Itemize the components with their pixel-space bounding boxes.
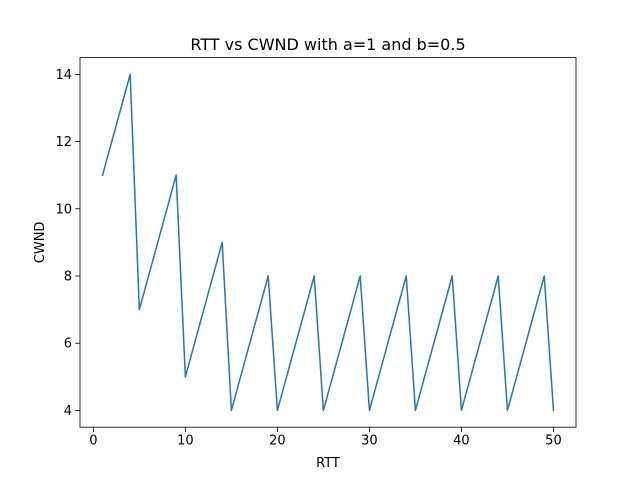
- x-tick-label: 40: [453, 434, 470, 449]
- x-axis-label: RTT: [316, 456, 340, 471]
- x-tick-label: 30: [361, 434, 378, 449]
- x-tick-label: 20: [269, 434, 286, 449]
- series-line-cwnd: [101, 73, 555, 412]
- y-tick-label: 8: [64, 270, 72, 285]
- x-tick-label: 50: [545, 434, 562, 449]
- plot-area-frame: [79, 57, 577, 428]
- y-axis-label: CWND: [33, 222, 48, 264]
- y-tick-label: 12: [55, 135, 72, 150]
- y-tick-label: 14: [55, 68, 72, 83]
- x-tick-label: 10: [177, 434, 194, 449]
- y-tick-label: 6: [64, 337, 72, 352]
- y-tick-label: 10: [55, 202, 72, 217]
- y-tick-label: 4: [64, 404, 72, 419]
- chart-title: RTT vs CWND with a=1 and b=0.5: [190, 35, 465, 54]
- plot-area-background: [80, 57, 576, 428]
- y-axis-ticks: 4 6 8 10 12 14: [55, 68, 80, 419]
- x-axis-ticks: 0 10 20 30 40 50: [89, 427, 562, 449]
- x-tick-label: 0: [89, 434, 97, 449]
